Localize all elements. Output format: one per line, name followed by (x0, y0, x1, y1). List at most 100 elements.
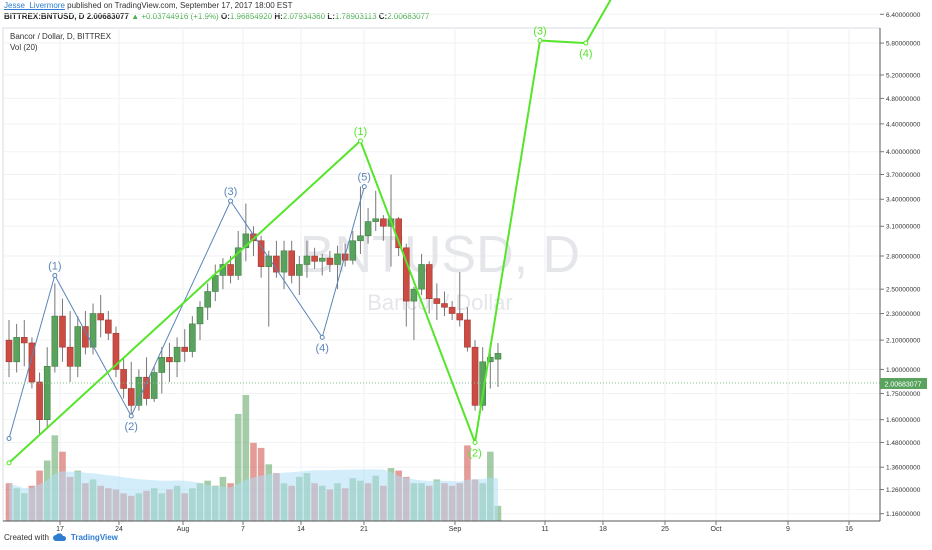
candle (227, 264, 234, 276)
sub-wave-label: (4) (316, 342, 329, 354)
price-tick-label: 3.70000000 (886, 172, 921, 179)
close-label: C: (378, 12, 388, 21)
time-tick-label: 24 (115, 526, 123, 533)
candle (36, 381, 43, 420)
symbol-ohlc-line: BITTREX:BNTUSD, D 2.00683077 ▲ +0.037449… (4, 12, 430, 21)
footer: Created with TradingView (4, 533, 118, 542)
candle (5, 339, 13, 363)
price-tick-label: 2.80000000 (886, 254, 921, 261)
candle (464, 319, 471, 348)
candle (425, 264, 433, 299)
last-price: 2.00683077 (86, 12, 129, 21)
price-tick-label: 1.90000000 (886, 367, 921, 374)
candle (265, 255, 273, 267)
sub-wave-point (128, 413, 134, 419)
chart-grid (2, 13, 881, 522)
price-tick-label: 1.75000000 (886, 391, 921, 398)
price-tick-label: 5.80000000 (886, 41, 921, 48)
high-label: H: (274, 12, 283, 21)
low-value: 1.78903113 (334, 12, 377, 21)
candle (143, 376, 150, 399)
chart-legend-title: Bancor / Dollar, D, BITTREX (10, 32, 112, 41)
wave-annotations: (1)(2)(3)(4)(5)(1)(2)(3)(4)(5) (6, 0, 612, 466)
candle (105, 319, 112, 334)
candle (158, 357, 166, 373)
time-axis: 17 24 Aug 7 14 21 Sep 11 18 25 Oct 9 16 (3, 520, 880, 533)
sub-wave-point (319, 334, 325, 340)
candle (127, 388, 135, 406)
price-tick-label: 1.60000000 (886, 417, 921, 424)
time-tick-label: Oct (711, 526, 722, 533)
time-tick-label: 18 (599, 526, 607, 533)
candle (280, 250, 288, 273)
candle (97, 313, 104, 321)
price-tick-label: 3.40000000 (886, 197, 921, 204)
price-tick-label: 4.00000000 (886, 149, 921, 156)
candle (448, 306, 456, 314)
price-tick-label: 1.36000000 (886, 465, 921, 472)
candle (410, 288, 418, 302)
candle (173, 346, 181, 363)
price-tick-label: 1.26000000 (886, 487, 921, 494)
candle (89, 313, 97, 348)
time-tick-label: Sep (449, 526, 462, 533)
candle (471, 346, 479, 406)
tradingview-cloud-icon (52, 533, 66, 541)
publish-info: Jesse_Livermore published on TradingView… (4, 1, 293, 10)
primary-wave-point (537, 38, 543, 44)
symbol-label: BITTREX:BNTUSD, D (4, 12, 85, 21)
candle (372, 218, 380, 222)
primary-wave-label: (2) (468, 447, 481, 459)
candle (189, 323, 196, 352)
candle (66, 346, 74, 367)
candle (112, 332, 120, 370)
candle (288, 250, 295, 276)
primary-wave-label: (1) (354, 126, 367, 138)
candle (82, 326, 89, 348)
time-tick-label: 14 (297, 526, 305, 533)
time-tick-label: Aug (177, 526, 190, 533)
price-tick-label: 2.30000000 (886, 311, 921, 318)
volume-ma-area (9, 469, 498, 521)
candle (402, 247, 410, 302)
created-with-label: Created with (4, 533, 49, 542)
candle (296, 264, 303, 276)
volume-bar (234, 413, 242, 521)
candle (380, 218, 387, 227)
price-tick-label: 5.20000000 (886, 72, 921, 79)
candle (242, 233, 250, 249)
sub-wave-point (52, 272, 58, 278)
candle (166, 357, 173, 363)
sub-wave-label: (2) (125, 421, 138, 433)
last-price-tag-label: 2.00683077 (885, 382, 922, 389)
time-tick-label: 7 (241, 526, 245, 533)
candle (456, 313, 464, 321)
candle (51, 315, 59, 367)
sub-wave-line (8, 186, 365, 439)
tradingview-brand[interactable]: TradingView (70, 533, 118, 542)
low-label: L: (327, 12, 335, 21)
sub-wave-label: (3) (224, 186, 237, 198)
candle (311, 255, 318, 262)
price-change: ▲ +0.03744916 (+1.9%) (131, 12, 219, 21)
candle (211, 275, 219, 292)
time-tick-label: 9 (786, 526, 790, 533)
candle (120, 369, 127, 389)
candle (433, 298, 441, 304)
price-tick-label: 2.50000000 (886, 287, 921, 294)
time-tick-label: 11 (541, 526, 548, 533)
author-link[interactable]: Jesse_Livermore (4, 1, 65, 10)
time-tick-label: 21 (360, 526, 368, 533)
price-tick-label: 4.40000000 (886, 121, 921, 128)
sub-wave-point (361, 184, 367, 190)
price-tick-label: 6.40000000 (886, 12, 921, 19)
candle (441, 303, 448, 308)
candle (418, 264, 425, 290)
candle (364, 221, 372, 237)
primary-wave-label: (3) (533, 26, 546, 38)
candle (20, 337, 28, 344)
primary-wave-point (583, 40, 589, 46)
candle (28, 342, 36, 383)
candle (318, 257, 326, 262)
